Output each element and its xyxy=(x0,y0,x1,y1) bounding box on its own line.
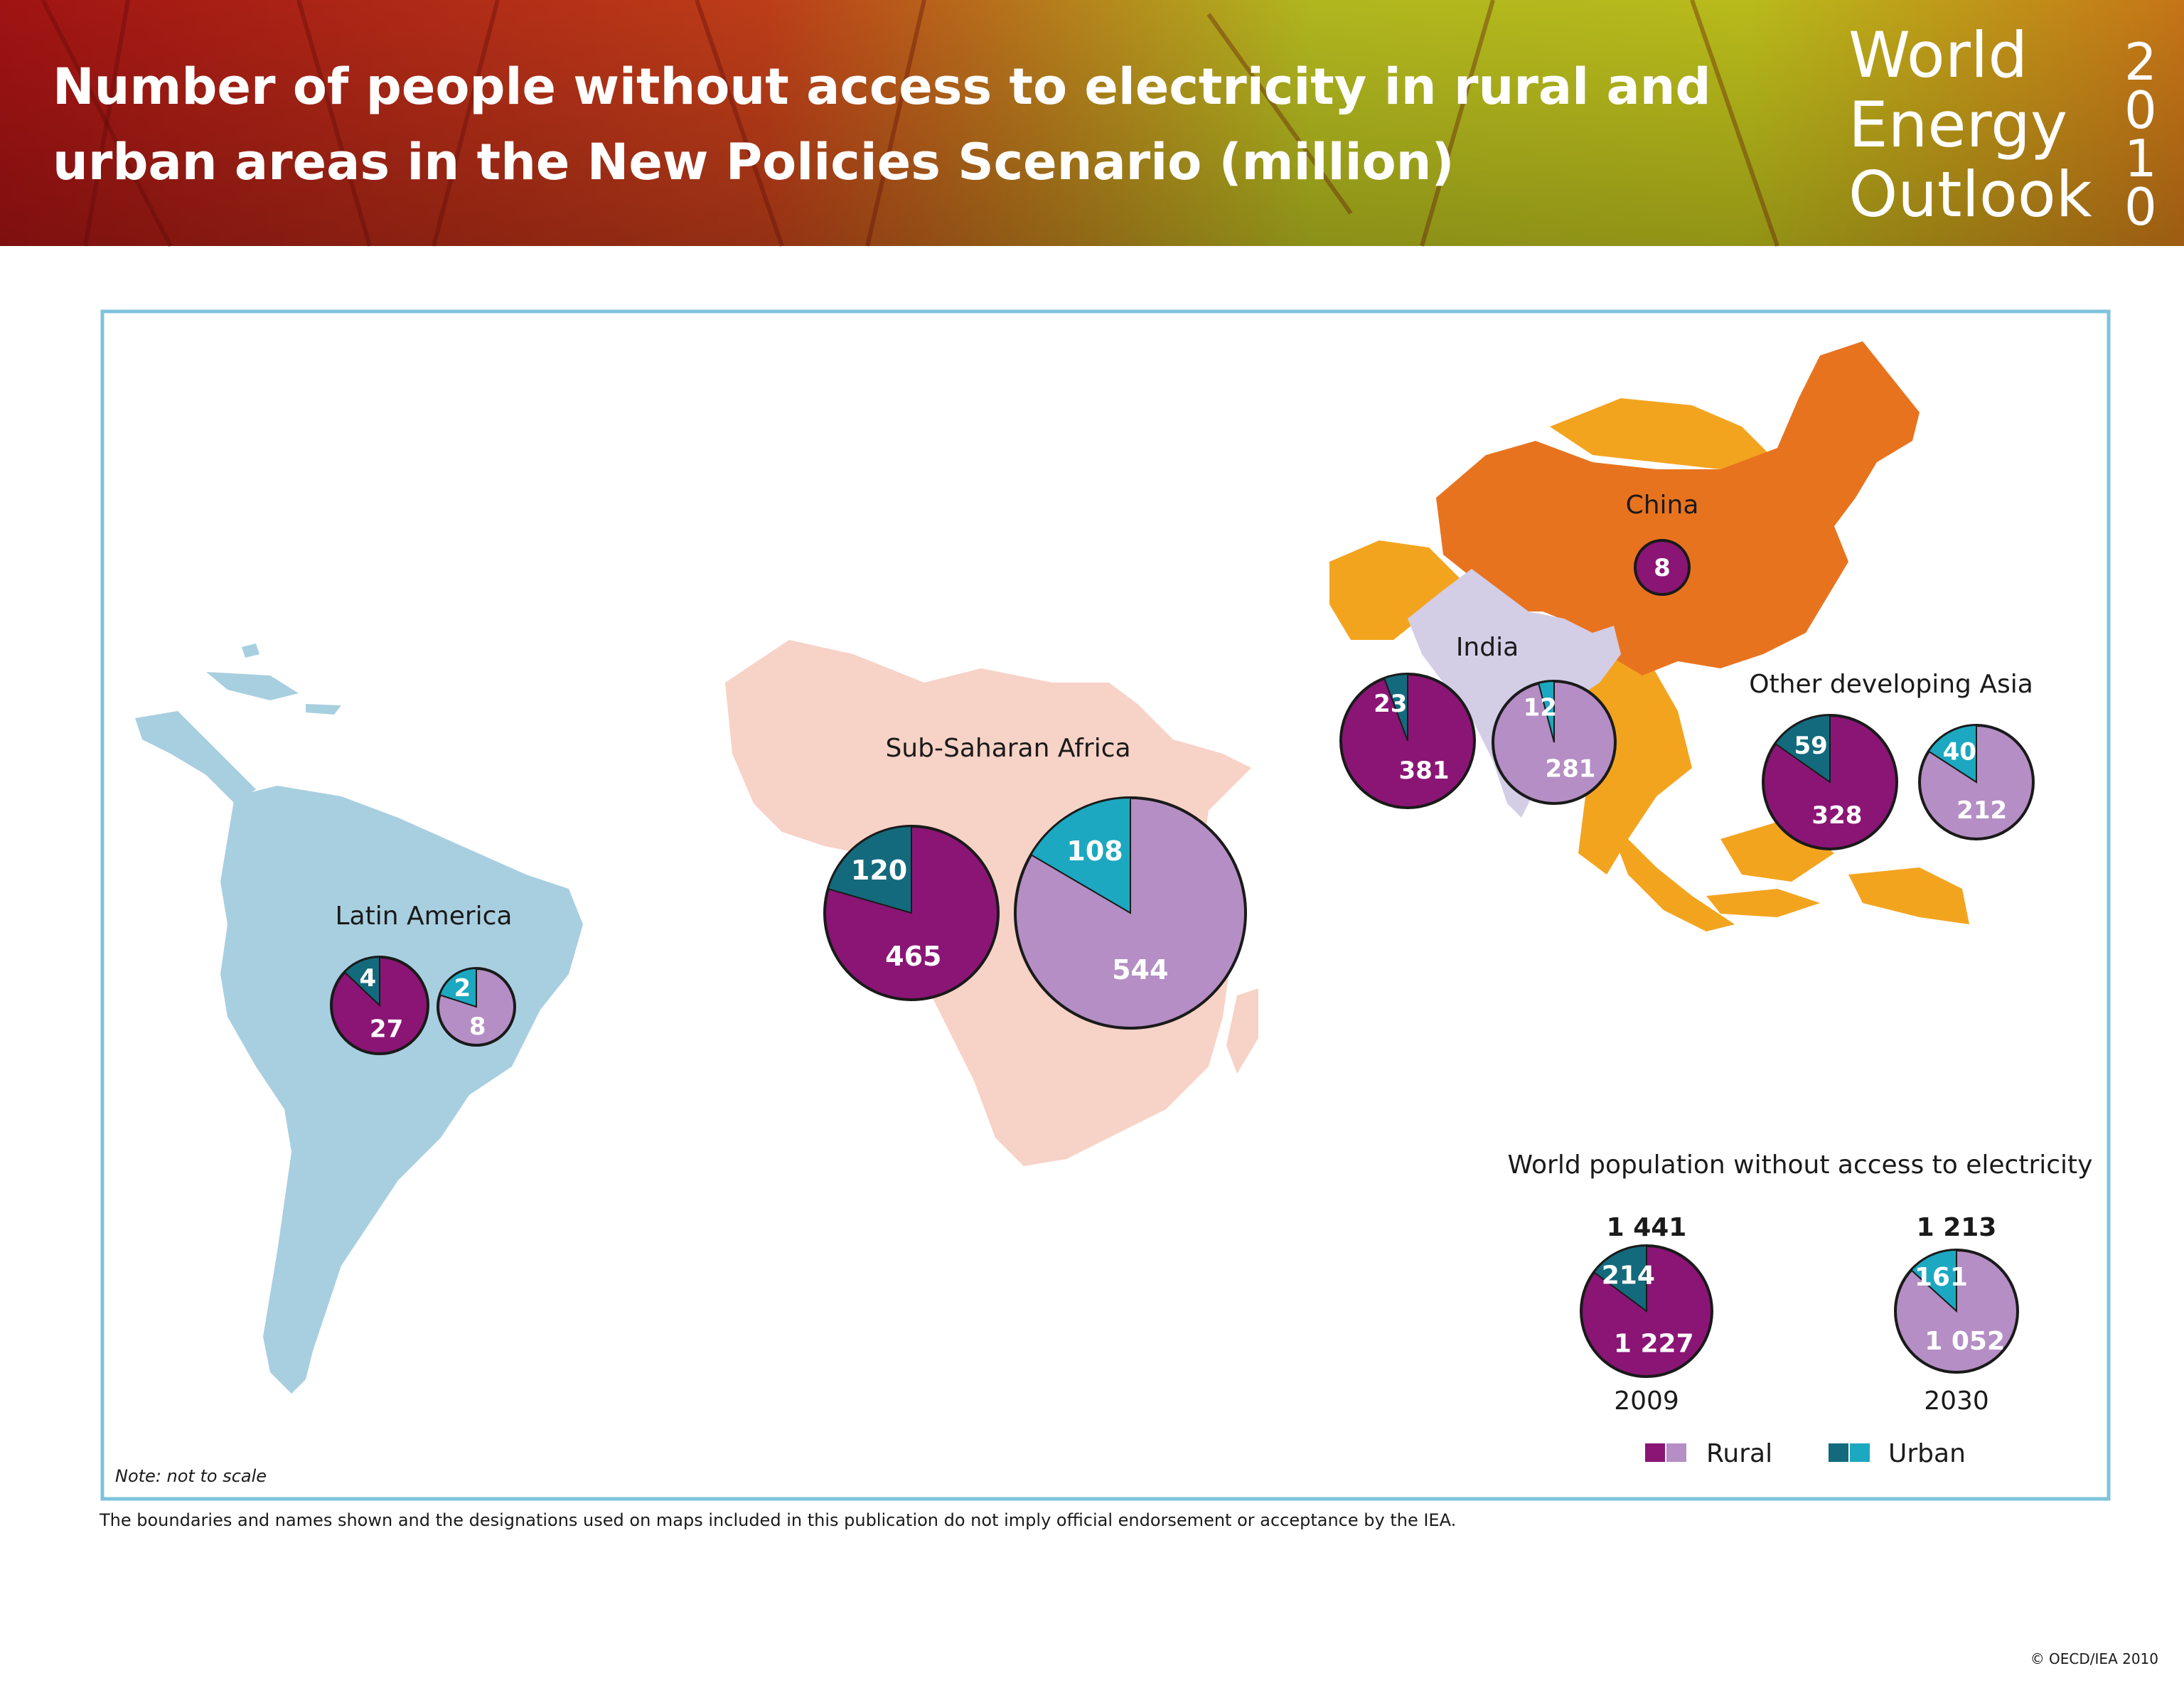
logo-year-digit-2: 0 xyxy=(2124,80,2157,140)
land-caribbean-islands xyxy=(206,643,341,715)
pie-other-developing-asia-2030-urban-label: 40 xyxy=(1943,737,1976,766)
logo-word-energy: Energy xyxy=(1848,88,2067,161)
land-latin-america xyxy=(220,786,583,1394)
land-madagascar xyxy=(1226,988,1258,1074)
pie-india-2009-urban-label: 23 xyxy=(1374,690,1407,718)
pie-other-developing-asia-2030-urban-slice xyxy=(1927,724,1977,784)
pie-world-2009-urban-label: 214 xyxy=(1602,1261,1655,1291)
pie-other-developing-asia-2030: 40 212 xyxy=(1918,724,2035,840)
pie-india-2009-urban-slice xyxy=(1383,673,1408,742)
pie-latin-america-2030-rural-label: 8 xyxy=(469,1013,486,1041)
region-label-india: India xyxy=(1456,633,1519,662)
legend: Rural Urban xyxy=(1645,1439,1966,1468)
land-china xyxy=(1436,341,1920,675)
region-label-sub-saharan-africa: Sub-Saharan Africa xyxy=(885,734,1130,763)
pie-china-2009-rural-slice xyxy=(1634,539,1691,596)
pie-sub-saharan-africa-2009-urban-label: 120 xyxy=(851,855,907,886)
legend-swatch-rural-2009 xyxy=(1645,1443,1665,1462)
region-label-latin-america: Latin America xyxy=(336,902,513,931)
logo-year-digit-4: 0 xyxy=(2124,177,2157,237)
pie-world-2009-urban-slice xyxy=(1592,1244,1647,1313)
world-title: World population without access to elect… xyxy=(1508,1150,2093,1180)
pie-sub-saharan-africa-2009-urban-slice xyxy=(827,825,912,914)
world-total-2009: 1 441 xyxy=(1607,1213,1687,1242)
land-india xyxy=(1408,569,1621,818)
pie-world-2030-urban-label: 161 xyxy=(1915,1263,1968,1292)
pie-latin-america-2030: 28 xyxy=(437,967,516,1047)
pie-sub-saharan-africa-2030-urban-label: 108 xyxy=(1066,835,1123,867)
logo-year-digit-1: 2 xyxy=(2124,32,2157,92)
land-central-america xyxy=(135,711,256,803)
region-label-china: China xyxy=(1626,491,1699,520)
copyright-text: © OECD/IEA 2010 xyxy=(2030,1650,2158,1667)
pie-world-2030-rural-label: 1 052 xyxy=(1925,1327,2005,1356)
world-year-2009: 2009 xyxy=(1614,1387,1679,1416)
pie-other-developing-asia-2009-urban-slice xyxy=(1774,714,1831,784)
pie-sub-saharan-africa-2030-rural-label: 544 xyxy=(1112,954,1168,985)
pie-latin-america-2030-urban-label: 2 xyxy=(454,974,471,1003)
legend-swatch-urban-2009 xyxy=(1829,1443,1848,1462)
world-year-2030: 2030 xyxy=(1924,1387,1989,1416)
pie-india-2009-rural-label: 381 xyxy=(1399,757,1450,785)
pie-other-developing-asia-2009: 59 328 xyxy=(1762,714,1898,850)
pie-china-2009-rural-label: 8 xyxy=(1654,554,1671,582)
legend-label-urban: Urban xyxy=(1888,1439,1966,1468)
pie-china-2009: 8 xyxy=(1634,539,1691,596)
pie-sub-saharan-africa-2009-rural-label: 465 xyxy=(885,941,941,972)
world-total-2030: 1 213 xyxy=(1917,1213,1997,1242)
pie-world-2030-urban-slice xyxy=(1910,1249,1957,1313)
note-not-to-scale: Note: not to scale xyxy=(115,1466,267,1486)
page-title-line1: Number of people without access to elect… xyxy=(53,58,1711,116)
legend-swatch-rural-2030 xyxy=(1666,1443,1686,1462)
pie-india-2030-urban-label: 12 xyxy=(1524,693,1557,722)
pie-world-2030: 161 1 052 xyxy=(1894,1249,2019,1374)
pie-india-2030-urban-slice xyxy=(1537,680,1555,743)
world-energy-outlook-logo: World Energy Outlook 2 0 1 0 xyxy=(1848,18,2157,237)
pie-world-2009-rural-label: 1 227 xyxy=(1614,1329,1694,1358)
pie-latin-america-2009-urban-label: 4 xyxy=(360,964,377,993)
pie-india-2009: 23 381 xyxy=(1339,673,1476,809)
map-landmasses xyxy=(135,341,1969,1394)
disclaimer-text: The boundaries and names shown and the d… xyxy=(99,1510,1456,1530)
pie-sub-saharan-africa-2030: 108 544 xyxy=(1014,796,1247,1030)
pie-latin-america-2009-urban-slice xyxy=(343,956,380,1008)
pie-latin-america-2009: 4 27 xyxy=(330,956,429,1055)
legend-swatch-urban-2030 xyxy=(1850,1443,1870,1462)
header-banner: Number of people without access to elect… xyxy=(0,0,2184,247)
region-label-other-developing-asia: Other developing Asia xyxy=(1749,670,2033,699)
pie-latin-america-2009-rural-label: 27 xyxy=(370,1015,403,1044)
logo-word-outlook: Outlook xyxy=(1848,158,2092,231)
pie-latin-america-2030-urban-slice xyxy=(439,967,477,1008)
pie-world-2009: 214 1 227 xyxy=(1580,1244,1713,1378)
legend-label-rural: Rural xyxy=(1706,1439,1772,1468)
pie-india-2030: 12 281 xyxy=(1492,680,1617,805)
pie-other-developing-asia-2009-rural-label: 328 xyxy=(1811,801,1862,830)
logo-year-digit-3: 1 xyxy=(2124,129,2157,188)
pie-sub-saharan-africa-2009: 120 465 xyxy=(823,825,1000,1001)
pie-other-developing-asia-2030-rural-label: 212 xyxy=(1956,796,2007,825)
page-title-line2: urban areas in the New Policies Scenario… xyxy=(53,133,1454,191)
pie-other-developing-asia-2009-urban-label: 59 xyxy=(1794,732,1827,760)
pie-india-2030-rural-label: 281 xyxy=(1545,754,1595,783)
logo-word-world: World xyxy=(1848,18,2028,92)
pie-sub-saharan-africa-2030-urban-slice xyxy=(1029,796,1131,914)
pie-charts-layer: 4272812046510854482338112281593284021221… xyxy=(330,539,2035,1378)
